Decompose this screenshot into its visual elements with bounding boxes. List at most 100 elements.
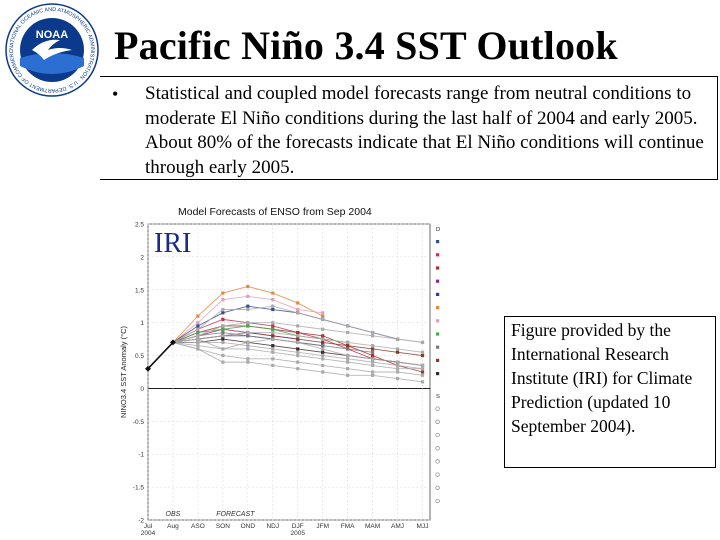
forecast-point	[395, 363, 400, 368]
forecast-point	[296, 347, 300, 351]
forecast-point	[321, 317, 325, 321]
y-tick-label: -1.5	[133, 485, 145, 492]
forecast-point	[371, 373, 375, 377]
forecast-point	[296, 334, 300, 338]
forecast-point	[346, 344, 350, 348]
legend-swatch	[436, 253, 440, 257]
legend-swatch	[436, 358, 440, 362]
forecast-point	[271, 321, 275, 325]
year-label: 2004	[141, 530, 156, 537]
forecast-point	[321, 344, 325, 348]
forecast-point	[346, 340, 350, 344]
forecast-point	[271, 327, 275, 331]
forecast-point	[271, 330, 275, 335]
legend-swatch	[436, 332, 440, 336]
logo-text: NOAA	[36, 29, 68, 41]
x-tick-label: MAM	[365, 523, 380, 530]
forecast-point	[246, 284, 250, 289]
forecast-point	[346, 324, 350, 328]
forecast-point	[196, 347, 200, 351]
forecast-point	[221, 327, 225, 331]
forecast-point	[271, 304, 275, 308]
forecast-point	[395, 360, 400, 364]
bullet-symbol: •	[112, 84, 119, 104]
forecast-point	[271, 298, 275, 302]
legend-swatch	[435, 485, 440, 490]
forecast-point	[346, 353, 350, 358]
forecast-point	[271, 363, 275, 368]
forecast-point	[296, 350, 300, 354]
forecast-point	[420, 370, 425, 374]
forecast-point	[346, 357, 350, 361]
legend-swatch	[436, 266, 440, 270]
observed-line	[147, 341, 174, 370]
forecast-point	[346, 347, 350, 351]
y-tick-label: 0.5	[135, 353, 144, 360]
forecast-point	[420, 363, 425, 368]
legend-swatch	[435, 446, 440, 451]
forecast-point	[246, 344, 250, 348]
forecast-point	[196, 321, 200, 325]
forecast-point	[196, 344, 200, 348]
forecast-point	[371, 334, 375, 338]
credit-text: Figure provided by the International Res…	[511, 320, 693, 436]
forecast-point	[296, 337, 300, 341]
forecast-point	[196, 327, 200, 331]
forecast-point	[196, 314, 200, 318]
forecast-point	[271, 324, 275, 328]
forecast-point	[420, 380, 425, 384]
forecast-point	[296, 340, 300, 344]
forecast-point	[271, 291, 275, 295]
forecast-point	[221, 337, 225, 341]
forecast-point	[420, 340, 425, 344]
observed-point	[169, 339, 176, 346]
legend-swatch	[435, 472, 440, 477]
x-tick-label: DJF	[292, 523, 304, 530]
forecast-point	[346, 360, 350, 364]
credit-box	[504, 316, 716, 468]
forecast-point	[246, 360, 250, 364]
forecast-point	[221, 347, 225, 351]
forecast-point	[246, 357, 250, 361]
forecast-point	[246, 321, 250, 325]
forecast-point	[321, 311, 325, 315]
forecast-point	[371, 357, 375, 361]
forecast-point	[346, 367, 350, 371]
forecast-point	[296, 360, 300, 364]
forecast-point	[246, 340, 250, 344]
forecast-point	[296, 353, 300, 358]
enso-forecast-chart: Model Forecasts of ENSO from Sep 2004 IRI…	[119, 206, 440, 537]
forecast-point	[221, 298, 225, 302]
forecast-point	[296, 330, 300, 335]
forecast-point	[346, 373, 350, 377]
page-title: Pacific Niño 3.4 SST Outlook	[114, 23, 618, 68]
forecast-point	[221, 324, 225, 328]
forecast-point	[271, 350, 275, 354]
forecast-point	[296, 301, 300, 305]
y-tick-label: -1	[138, 452, 144, 459]
forecast-point	[321, 334, 325, 338]
y-tick-label: -2	[138, 518, 144, 525]
legend-swatch	[436, 372, 440, 376]
y-tick-label: -0.5	[133, 419, 145, 426]
forecast-series-line	[172, 318, 398, 363]
forecast-point	[221, 330, 225, 335]
forecast-point	[296, 311, 300, 315]
chart-title: Model Forecasts of ENSO from Sep 2004	[178, 206, 372, 218]
forecast-point	[246, 304, 250, 308]
forecast-point	[246, 330, 250, 335]
forecast-point	[371, 370, 375, 374]
forecast-point	[321, 370, 325, 374]
forecast-point	[246, 294, 250, 298]
forecast-point	[371, 353, 375, 358]
legend-swatch	[435, 432, 440, 438]
forecast-point	[221, 360, 225, 364]
y-tick-label: 0	[140, 386, 144, 393]
forecast-point	[246, 347, 250, 351]
forecast-point	[395, 347, 400, 351]
forecast-point	[296, 324, 300, 328]
x-tick-label: Aug	[167, 523, 179, 530]
forecast-point	[395, 376, 400, 381]
x-tick-label: SON	[216, 523, 230, 530]
forecast-point	[271, 334, 275, 338]
